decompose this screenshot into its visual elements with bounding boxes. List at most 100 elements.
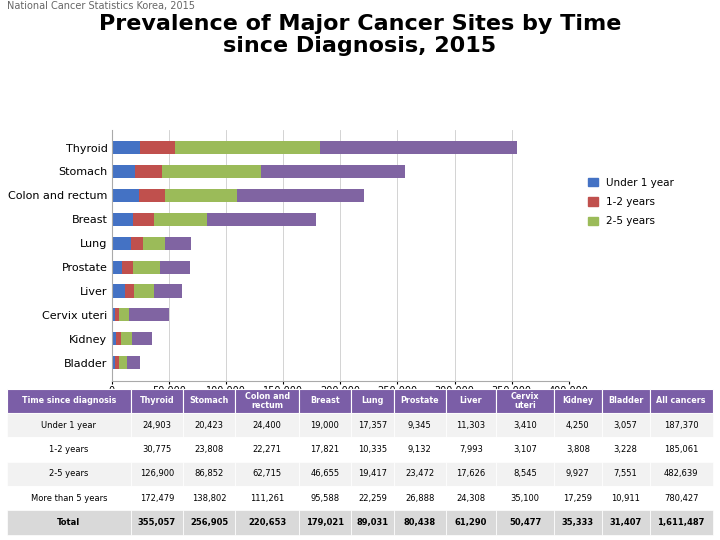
Bar: [130, 462, 183, 486]
Bar: [446, 389, 496, 413]
Bar: [496, 462, 554, 486]
Bar: [112, 308, 115, 321]
Text: Breast: Breast: [310, 396, 340, 406]
Bar: [7, 437, 130, 462]
Bar: [496, 437, 554, 462]
Text: Kidney: Kidney: [562, 396, 593, 406]
Bar: [446, 413, 496, 437]
Bar: [446, 510, 496, 535]
Bar: [602, 437, 649, 462]
Bar: [135, 165, 162, 178]
Bar: [7, 389, 130, 413]
Text: 111,261: 111,261: [250, 494, 284, 503]
Text: 3,057: 3,057: [613, 421, 638, 430]
Bar: [183, 389, 235, 413]
Text: 185,061: 185,061: [664, 445, 698, 454]
Bar: [496, 413, 554, 437]
Text: 9,927: 9,927: [566, 469, 590, 478]
Bar: [112, 141, 140, 154]
Bar: [235, 437, 299, 462]
Bar: [351, 437, 394, 462]
Text: 172,479: 172,479: [140, 494, 174, 503]
Text: 126,900: 126,900: [140, 469, 174, 478]
Text: 220,653: 220,653: [248, 518, 287, 527]
Text: 7,551: 7,551: [613, 469, 637, 478]
Bar: [261, 165, 405, 178]
Text: Colon and
rectum: Colon and rectum: [245, 392, 289, 410]
Text: 8,545: 8,545: [513, 469, 537, 478]
Bar: [183, 510, 235, 535]
Bar: [237, 189, 364, 202]
Bar: [207, 213, 316, 226]
Bar: [132, 237, 143, 250]
Bar: [183, 486, 235, 510]
Bar: [183, 437, 235, 462]
Bar: [125, 285, 134, 298]
Text: Cervix
uteri: Cervix uteri: [510, 392, 539, 410]
Text: 10,911: 10,911: [611, 494, 640, 503]
Text: Total: Total: [58, 518, 81, 527]
Text: 86,852: 86,852: [194, 469, 224, 478]
Text: 24,400: 24,400: [253, 421, 282, 430]
Bar: [351, 510, 394, 535]
Bar: [496, 486, 554, 510]
Bar: [554, 510, 602, 535]
Bar: [112, 285, 125, 298]
Text: 187,370: 187,370: [664, 421, 698, 430]
Bar: [122, 260, 132, 274]
Bar: [129, 308, 169, 321]
Text: 89,031: 89,031: [356, 518, 388, 527]
Bar: [235, 462, 299, 486]
X-axis label: Cancer prevalence cases: Cancer prevalence cases: [275, 401, 405, 410]
Bar: [351, 389, 394, 413]
Text: 9,132: 9,132: [408, 445, 431, 454]
Text: 35,100: 35,100: [510, 494, 539, 503]
Bar: [112, 356, 115, 369]
Bar: [112, 213, 133, 226]
Text: 179,021: 179,021: [306, 518, 344, 527]
Text: 355,057: 355,057: [138, 518, 176, 527]
Bar: [133, 213, 153, 226]
Text: National Cancer Statistics Korea, 2015: National Cancer Statistics Korea, 2015: [7, 1, 195, 11]
Bar: [649, 462, 713, 486]
Bar: [140, 141, 175, 154]
Bar: [183, 462, 235, 486]
Text: 482,639: 482,639: [664, 469, 698, 478]
Bar: [446, 486, 496, 510]
Bar: [112, 237, 132, 250]
Bar: [154, 285, 181, 298]
Bar: [649, 437, 713, 462]
Text: 780,427: 780,427: [664, 494, 698, 503]
Bar: [112, 332, 117, 346]
Bar: [496, 389, 554, 413]
Bar: [351, 413, 394, 437]
Text: 26,888: 26,888: [405, 494, 434, 503]
Text: 62,715: 62,715: [253, 469, 282, 478]
Bar: [496, 510, 554, 535]
Text: 7,993: 7,993: [459, 445, 483, 454]
Text: 19,417: 19,417: [358, 469, 387, 478]
Bar: [115, 356, 119, 369]
Bar: [130, 510, 183, 535]
Bar: [143, 237, 166, 250]
Bar: [119, 308, 129, 321]
Text: 17,259: 17,259: [563, 494, 593, 503]
Text: 24,308: 24,308: [456, 494, 485, 503]
Text: 17,626: 17,626: [456, 469, 486, 478]
Bar: [115, 308, 119, 321]
Bar: [649, 389, 713, 413]
Text: 17,357: 17,357: [358, 421, 387, 430]
Bar: [7, 462, 130, 486]
Text: 35,333: 35,333: [562, 518, 594, 527]
Bar: [130, 413, 183, 437]
Bar: [602, 486, 649, 510]
Text: All cancers: All cancers: [657, 396, 706, 406]
Bar: [7, 486, 130, 510]
Bar: [153, 213, 207, 226]
Bar: [299, 437, 351, 462]
Bar: [554, 413, 602, 437]
Text: Stomach: Stomach: [189, 396, 229, 406]
Bar: [602, 462, 649, 486]
Text: 11,303: 11,303: [456, 421, 485, 430]
Text: 10,335: 10,335: [358, 445, 387, 454]
